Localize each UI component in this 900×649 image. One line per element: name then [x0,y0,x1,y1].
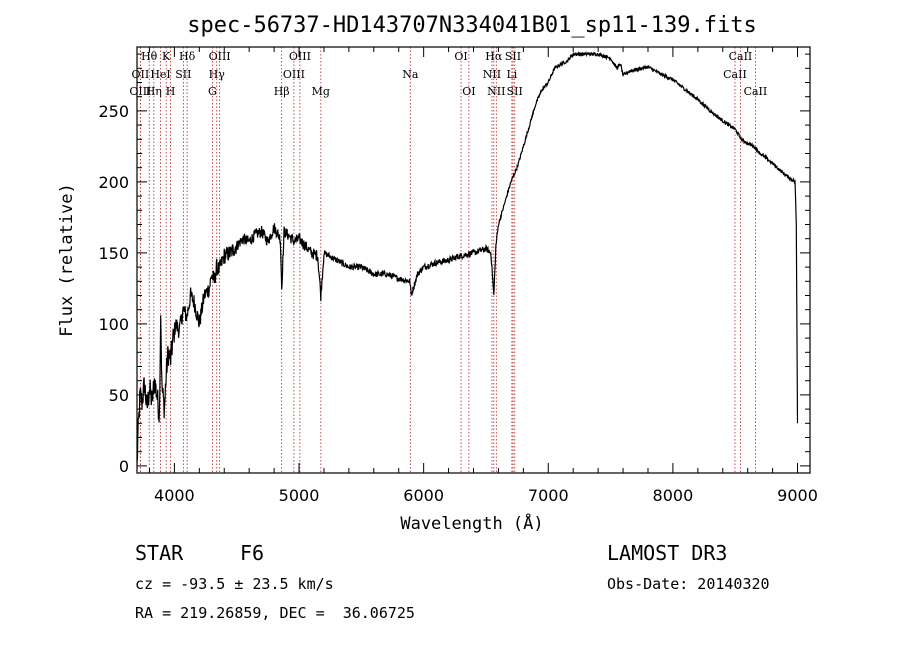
line-label-0: Hθ [141,50,158,63]
line-label-15: NII [483,68,501,81]
line-label-12: Hγ [209,68,226,81]
line-label-27: CaII [744,85,768,98]
chart-title: spec-56737-HD143707N334041B01_sp11-139.f… [187,13,757,38]
line-label-18: OIII [129,85,151,98]
line-label-14: Na [402,68,419,81]
redshift-text: cz = -93.5 ± 23.5 km/s [135,575,334,593]
spectral-line-markers [139,47,756,473]
line-label-8: CaII [729,50,753,63]
line-label-2: Hδ [179,50,196,63]
x-tick-label: 6000 [403,486,444,505]
y-tick-label: 0 [119,457,129,476]
line-label-22: Hβ [274,85,290,98]
line-label-11: SII [175,68,191,81]
x-axis-label: Wavelength (Å) [400,512,543,534]
line-label-24: OI [462,85,475,98]
line-label-16: Li [506,68,517,81]
line-label-10: HeI [150,68,170,81]
y-axis-ticks: 0 50 100 150 200 250 [98,53,810,476]
line-label-21: G [208,85,217,98]
line-label-1: K [162,50,171,63]
survey-name: LAMOST DR3 [607,541,728,565]
line-label-4: OIII [289,50,311,63]
x-tick-label: 4000 [154,486,195,505]
line-label-13: OIII [283,68,305,81]
x-axis-ticks: 4000 5000 6000 7000 8000 9000 [148,47,818,505]
flux-series-line [136,51,799,462]
x-tick-label: 9000 [777,486,818,505]
y-tick-label: 50 [109,386,129,405]
y-axis-label: Flux (relative) [57,183,77,337]
line-label-25: NII [487,85,505,98]
line-label-5: OI [454,50,467,63]
y-tick-label: 100 [98,315,129,334]
x-tick-label: 8000 [653,486,694,505]
obs-date-text: Obs-Date: 20140320 [607,575,770,593]
x-tick-label: 5000 [279,486,320,505]
y-tick-label: 250 [98,102,129,121]
y-tick-label: 200 [98,173,129,192]
line-label-9: OII [132,68,150,81]
coordinates-text: RA = 219.26859, DEC = 36.06725 [135,604,415,622]
y-tick-label: 150 [98,244,129,263]
line-label-17: CaII [723,68,747,81]
line-label-20: H [166,85,176,98]
line-label-23: Mg [312,85,330,98]
line-label-26: SII [507,85,523,98]
x-tick-label: 7000 [528,486,569,505]
line-label-6: Hα [485,50,503,63]
object-class: STAR [135,541,184,565]
line-label-7: SII [505,50,521,63]
line-label-3: OIII [209,50,231,63]
object-subclass: F6 [240,541,265,565]
line-label-19: Hη [146,85,162,98]
